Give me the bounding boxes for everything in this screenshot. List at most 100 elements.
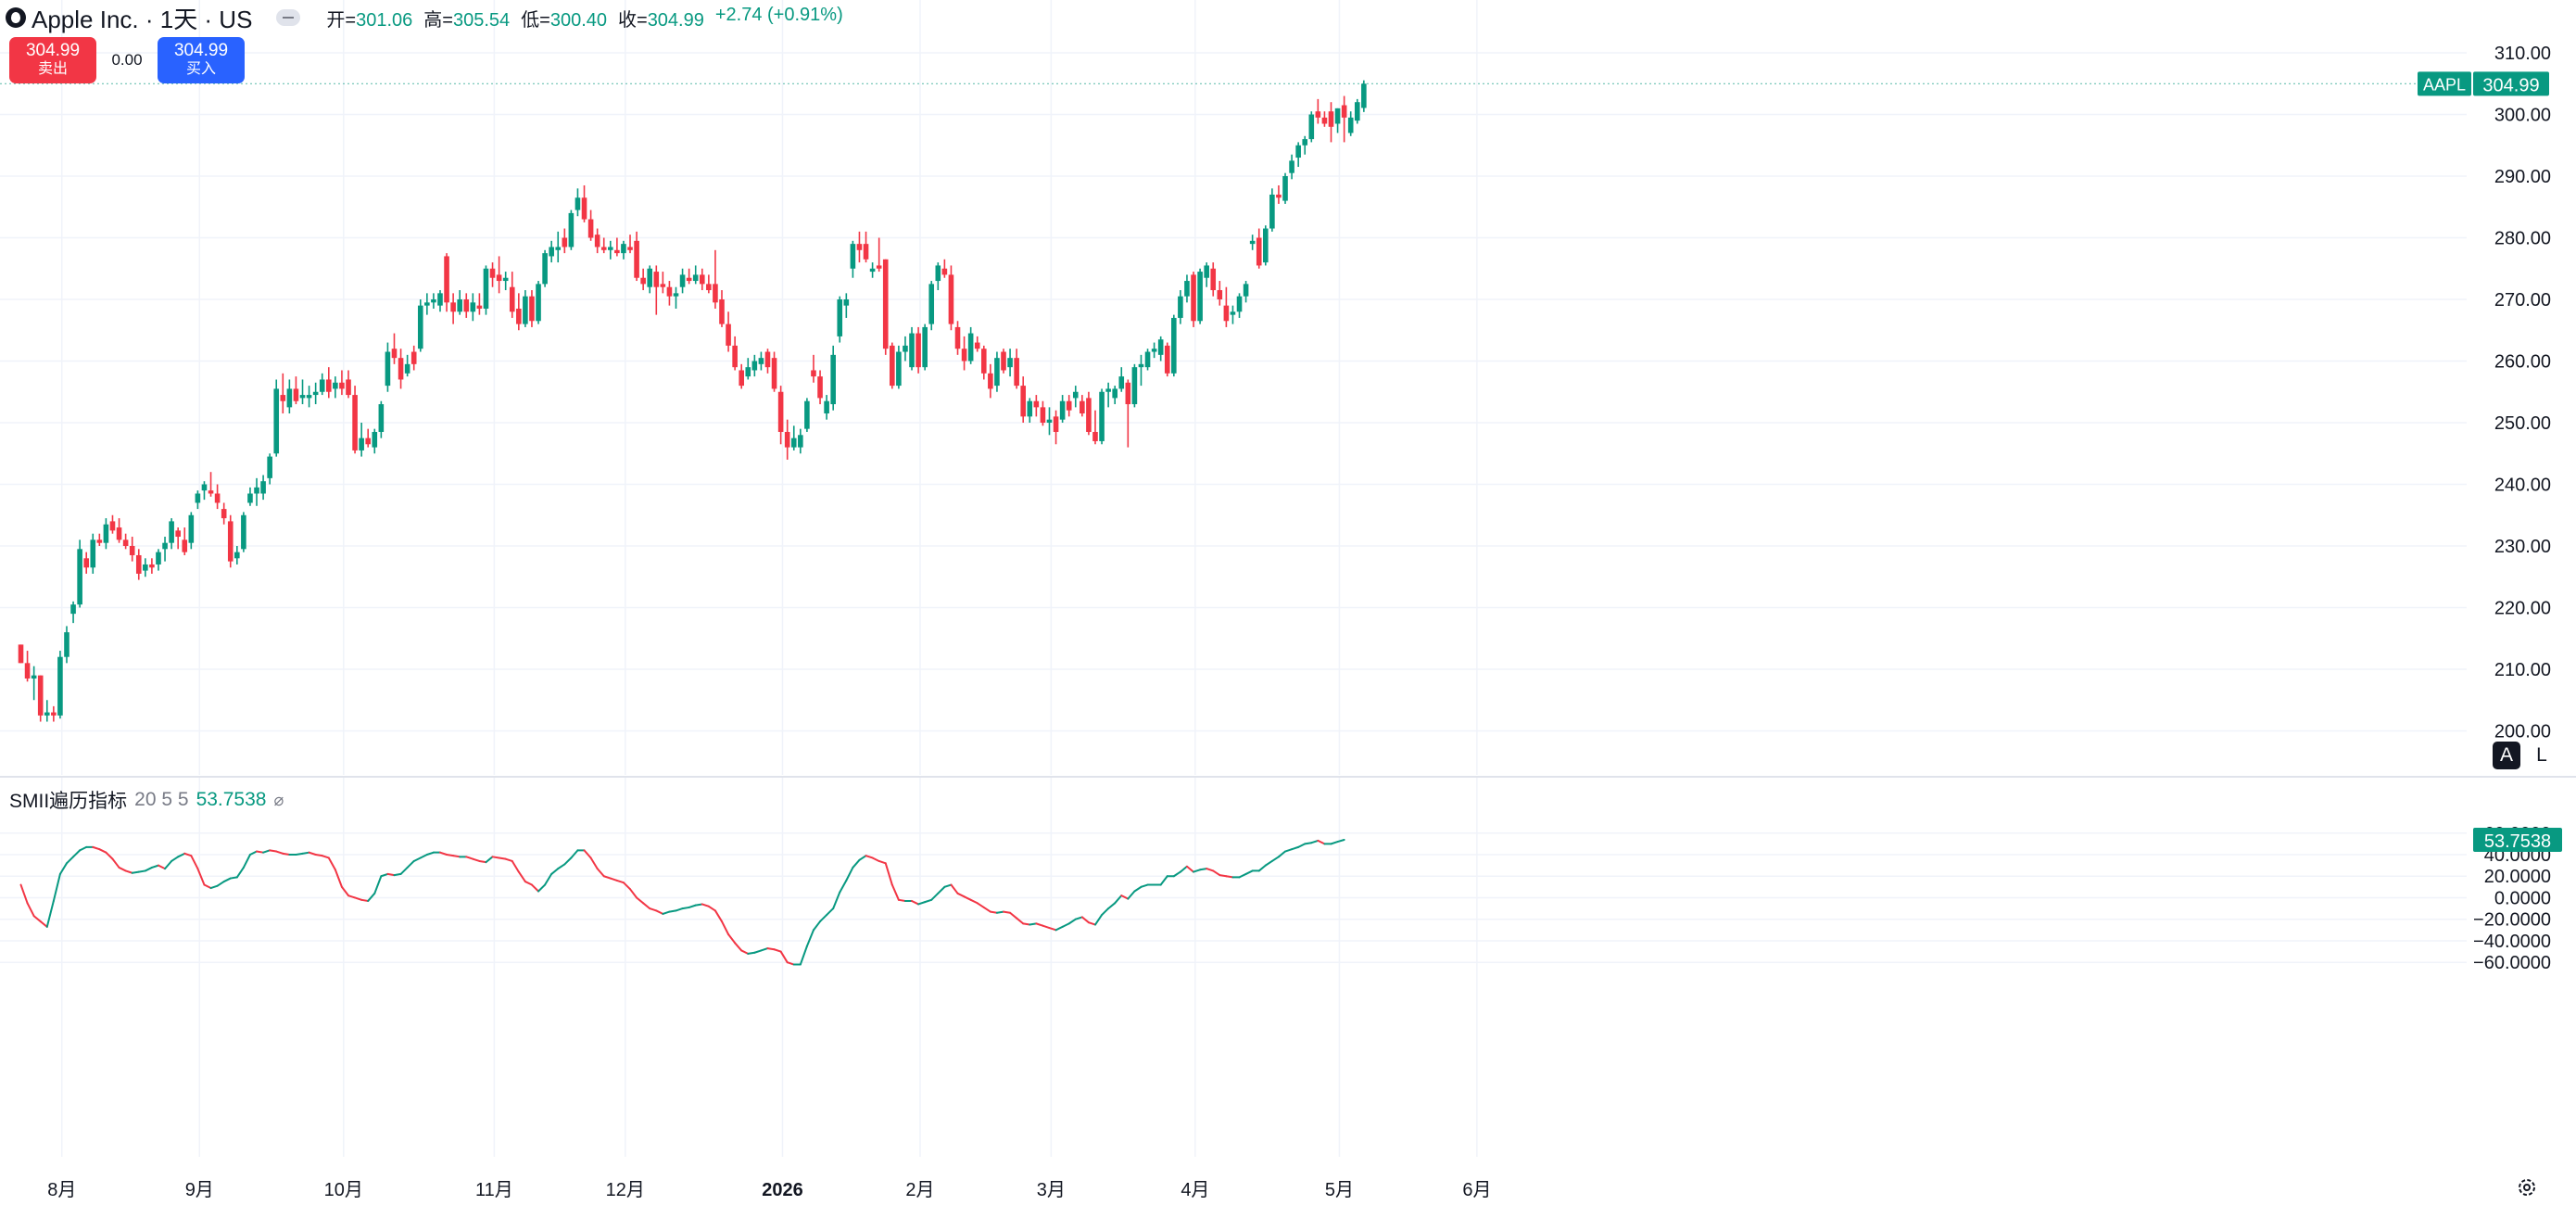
- time-axis-label: 11月: [475, 1180, 513, 1200]
- indicator-segment: [314, 854, 323, 857]
- indicator-segment: [943, 883, 953, 888]
- log-scale-button[interactable]: L: [2528, 742, 2556, 769]
- candle-body: [784, 431, 790, 448]
- indicator-segment: [347, 894, 357, 899]
- candle-body: [751, 361, 758, 371]
- candle-body: [260, 481, 266, 494]
- indicator-segment: [472, 857, 481, 862]
- indicator-segment: [399, 866, 409, 875]
- candle-body: [587, 219, 594, 238]
- candle-body: [470, 302, 476, 312]
- indicator-segment: [216, 881, 225, 887]
- candle-body: [37, 675, 44, 716]
- candle-body: [732, 345, 738, 368]
- indicator-segment: [380, 872, 389, 878]
- candle-body: [679, 274, 686, 287]
- candle-body: [928, 284, 935, 324]
- candle-body: [175, 530, 181, 538]
- candle-body: [339, 382, 345, 389]
- candle-body: [882, 259, 889, 349]
- indicator-segment: [963, 895, 972, 901]
- candle-body: [1361, 83, 1367, 108]
- candle-body: [758, 358, 764, 364]
- candle-body: [1328, 111, 1334, 127]
- indicator-segment: [1093, 914, 1104, 926]
- candle-body: [162, 542, 168, 550]
- candle-body: [811, 370, 816, 377]
- indicator-segment: [1264, 859, 1273, 867]
- indicator-segment: [1277, 850, 1287, 858]
- candle-body: [1210, 268, 1217, 291]
- indicator-value-tag-bg: [2473, 828, 2562, 853]
- symbol-title[interactable]: Apple Inc. · 1天 · US: [32, 5, 253, 33]
- indicator-segment: [662, 910, 671, 915]
- candle-body: [634, 240, 639, 278]
- candle-body: [1138, 363, 1144, 368]
- indicator-segment: [819, 914, 828, 923]
- hidden-eye-icon[interactable]: ⌀: [273, 790, 284, 809]
- indicator-segment: [1291, 845, 1300, 851]
- candle-body: [1131, 367, 1138, 405]
- indicator-segment: [1179, 865, 1188, 873]
- candle-body: [1086, 398, 1092, 432]
- indicator-segment: [478, 859, 487, 864]
- candle-body: [293, 388, 299, 401]
- price-tick-label: 270.00: [2494, 290, 2551, 311]
- sell-button[interactable]: 304.99 卖出: [9, 37, 96, 83]
- indicator-segment: [92, 845, 101, 851]
- indicator-segment: [550, 868, 560, 875]
- indicator-segment: [360, 898, 370, 902]
- indicator-segment: [890, 883, 900, 901]
- indicator-segment: [753, 949, 763, 954]
- indicator-segment: [222, 877, 232, 883]
- buy-button[interactable]: 304.99 买入: [158, 37, 245, 83]
- indicator-segment: [308, 851, 317, 856]
- candle-body: [1295, 145, 1301, 159]
- indicator-segment: [956, 892, 966, 898]
- candle-body: [90, 539, 96, 568]
- indicator-segment: [589, 856, 599, 870]
- indicator-segment: [32, 915, 42, 923]
- candle-body: [201, 484, 208, 491]
- candle-body: [555, 247, 562, 250]
- indicator-segment: [878, 859, 887, 865]
- candle-body: [1263, 228, 1269, 263]
- candle-body: [1321, 117, 1328, 124]
- indicator-segment: [615, 879, 625, 884]
- candle-body: [319, 379, 325, 392]
- indicator-segment: [989, 910, 998, 914]
- candle-body: [457, 299, 462, 312]
- indicator-segment: [1074, 916, 1083, 920]
- candle-body: [941, 268, 948, 275]
- indicator-segment: [327, 856, 336, 871]
- settings-gear-icon[interactable]: [2515, 1175, 2539, 1199]
- candle-body: [1072, 391, 1079, 399]
- candle-body: [325, 379, 332, 392]
- candle-body: [1315, 111, 1321, 118]
- symbol-legend: Apple Inc. · 1天 · US 开=301.06 高=305.54 低…: [6, 2, 843, 33]
- indicator-segment: [629, 888, 638, 899]
- grid-lines: [0, 0, 2467, 1157]
- collapse-legend-button[interactable]: [276, 9, 301, 26]
- indicator-segment: [839, 879, 848, 894]
- indicator-segment: [118, 866, 127, 872]
- indicator-segment: [602, 875, 612, 880]
- indicator-segment: [65, 856, 75, 865]
- indicator-name[interactable]: SMII遍历指标: [9, 791, 128, 812]
- candle-body: [1080, 400, 1085, 414]
- time-axis-label: 3月: [1037, 1180, 1066, 1200]
- candle-body: [299, 395, 306, 399]
- candle-body: [830, 354, 836, 405]
- auto-scale-button[interactable]: A: [2493, 742, 2520, 769]
- candle-body: [365, 438, 372, 445]
- candle-body: [286, 388, 293, 408]
- candle-body: [1269, 194, 1275, 229]
- price-tick-label: 310.00: [2494, 44, 2551, 64]
- candle-body: [706, 284, 712, 291]
- indicator-segment: [852, 858, 861, 869]
- indicator-segment: [1310, 839, 1320, 844]
- indicator-segment: [884, 862, 893, 886]
- symbol-tag-bg: [2418, 71, 2471, 96]
- candle-body: [1118, 376, 1125, 389]
